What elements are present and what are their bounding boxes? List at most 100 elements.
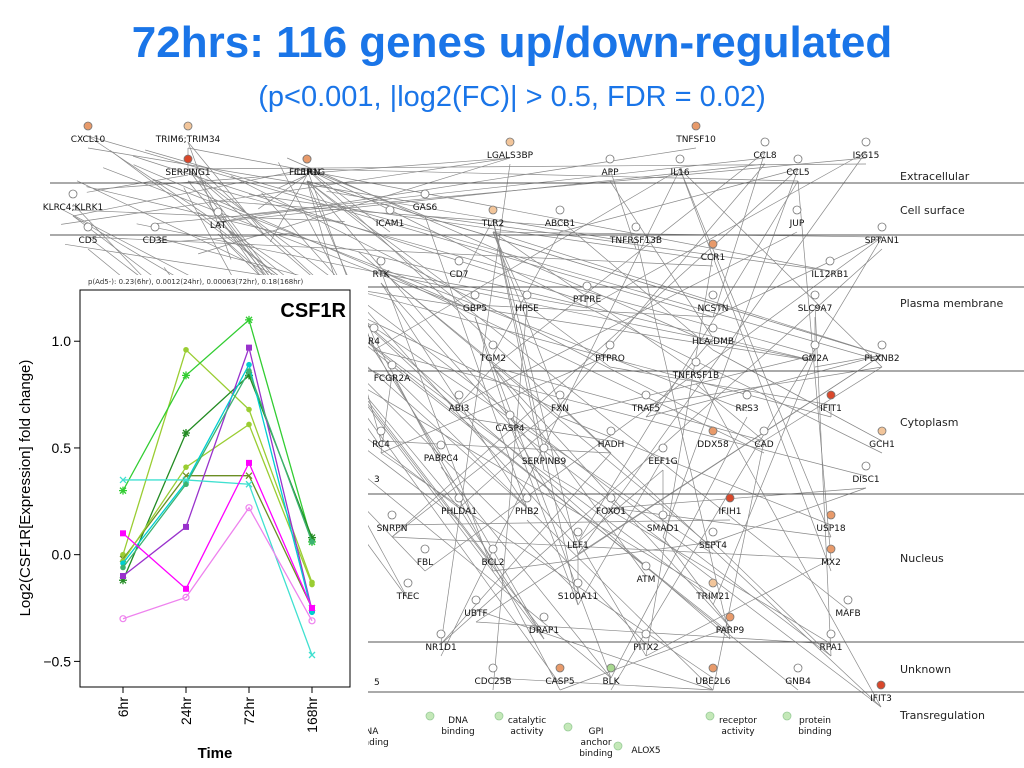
gene-node-circle	[691, 357, 701, 367]
network-edge	[526, 304, 611, 368]
gene-label: TNFSF10	[675, 135, 716, 145]
gene-label: UBTF	[464, 609, 487, 619]
gene-label: PABPC4	[424, 454, 459, 464]
function-node-circle	[782, 711, 792, 721]
gene-node-circle	[183, 154, 193, 164]
function-label: ALOX5	[631, 746, 660, 756]
network-edge	[492, 231, 883, 356]
gene-label: GAS6	[413, 203, 438, 213]
network-edge	[586, 151, 867, 309]
gene-label: ICAM1	[376, 219, 405, 229]
gene-label: SERPINB9	[522, 457, 567, 467]
gene-node-circle	[641, 390, 651, 400]
gene-node: TNFRSF1B	[672, 357, 719, 381]
gene-node: IL12RB1	[811, 256, 849, 280]
edge-label: 3	[374, 475, 380, 485]
gene-node: CD7	[450, 256, 468, 280]
gene-node: HADH	[598, 426, 624, 450]
gene-node: FBL	[417, 544, 433, 568]
gene-node: MX2	[821, 544, 841, 568]
gene-node-circle	[213, 207, 223, 217]
network-edge	[475, 354, 883, 623]
band-label: Transregulation	[899, 709, 985, 722]
network-edge	[109, 150, 714, 600]
gene-node: GBP5	[463, 290, 487, 314]
gene-node-circle	[183, 121, 193, 131]
network-edge	[610, 507, 832, 538]
gene-node-circle	[742, 390, 752, 400]
gene-node-circle	[826, 629, 836, 639]
gene-node: R4	[368, 323, 380, 347]
gene-node-circle	[539, 443, 549, 453]
network-edge	[86, 174, 189, 193]
network-edge	[559, 354, 816, 418]
gene-node-circle	[708, 578, 718, 588]
network-edge	[492, 231, 561, 406]
network-edge	[306, 168, 799, 182]
gene-node: DISC1	[852, 461, 880, 485]
network-edge	[391, 519, 731, 526]
network-edge	[187, 141, 232, 260]
gene-label: ABI3	[449, 404, 470, 414]
gene-node: PHLDA1	[441, 493, 477, 517]
gene-node: IL1RN	[294, 154, 320, 178]
gene-node-circle	[488, 663, 498, 673]
gene-node-circle	[83, 222, 93, 232]
network-edge	[559, 404, 612, 454]
series-group	[119, 504, 316, 625]
series-group	[119, 315, 316, 546]
gene-node-circle	[826, 510, 836, 520]
gene-label: GBP5	[463, 304, 487, 314]
gene-label: IFIT3	[870, 694, 892, 704]
network-edge	[712, 440, 765, 691]
function-node-circle	[613, 741, 623, 751]
gene-node-circle	[876, 680, 886, 690]
data-point	[309, 605, 315, 612]
network-edge	[424, 215, 831, 272]
gene-node: TNFSF10	[675, 121, 716, 145]
y-tick-label: 0.0	[52, 547, 72, 563]
series-group	[120, 368, 315, 571]
network-edge	[72, 168, 308, 217]
gene-node-circle	[708, 527, 718, 537]
gene-node: JUP	[789, 205, 805, 229]
gene-node-circle	[522, 493, 532, 503]
function-node-circle	[705, 711, 715, 721]
gene-label: FCGR2A	[374, 374, 411, 384]
gene-label: LEF1	[567, 541, 589, 551]
gene-node-circle	[539, 612, 549, 622]
gene-node-circle	[403, 578, 413, 588]
gene-label: CASP4	[495, 424, 525, 434]
series-line	[122, 318, 313, 543]
gene-node: IL16	[670, 154, 690, 178]
gene-node-circle	[725, 612, 735, 622]
gene-label: RTK	[373, 270, 391, 280]
gene-node-circle	[605, 340, 615, 350]
function-node: receptor activity	[705, 711, 757, 737]
network-edge	[93, 157, 511, 190]
gene-label: TRAF5	[631, 404, 660, 414]
series-group	[119, 476, 316, 659]
network-edge	[492, 677, 714, 691]
gene-node-circle	[68, 189, 78, 199]
data-point	[245, 472, 253, 480]
network-edge	[278, 162, 393, 382]
gene-label: ISG15	[853, 151, 880, 161]
gene-node-circle	[387, 360, 397, 370]
gene-label: CCL8	[753, 151, 777, 161]
network-edge	[662, 536, 731, 628]
network-edge	[492, 366, 765, 442]
gene-label: FOXO1	[596, 507, 626, 517]
y-tick-label: −0.5	[43, 653, 71, 669]
network-edge	[380, 270, 494, 572]
gene-node: DRAP1	[529, 612, 559, 636]
data-point	[246, 421, 252, 428]
gene-node: HPSE	[515, 290, 539, 314]
gene-label: KLRC4;KLRK1	[43, 203, 104, 213]
gene-node: APP	[601, 154, 619, 178]
network-edge	[380, 270, 765, 454]
network-edge	[208, 199, 561, 227]
gene-node: BLK	[602, 663, 621, 687]
gene-label: TRIM6;TRIM34	[155, 135, 221, 145]
gene-node-circle	[605, 154, 615, 164]
